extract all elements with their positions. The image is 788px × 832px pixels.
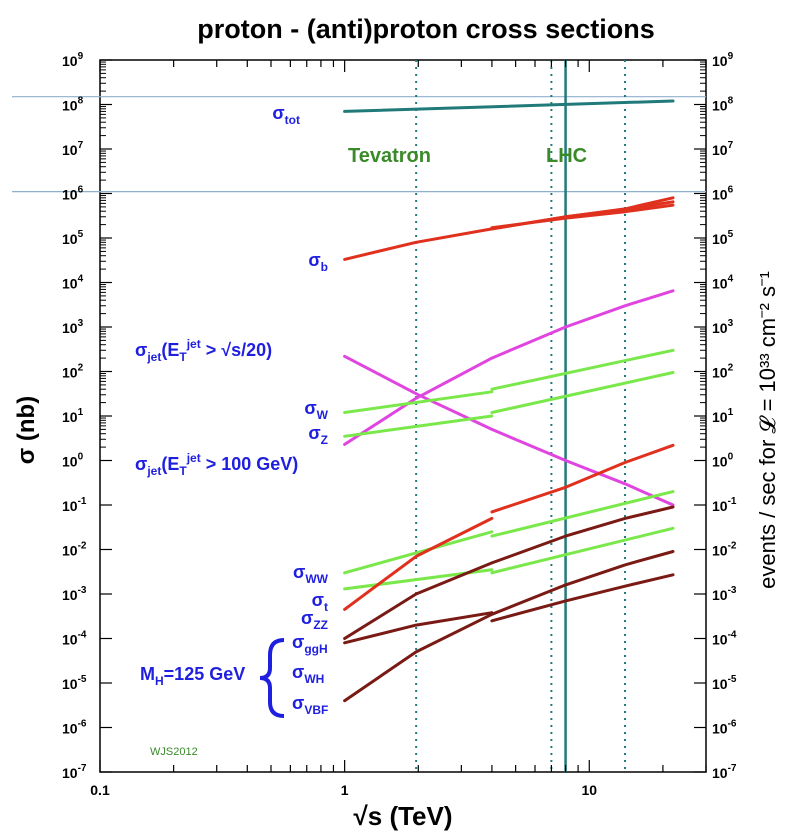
series-line-VBF-13-0 — [343, 550, 675, 703]
series-label-jet-5: σjet(ETjet > 100 GeV) — [135, 451, 298, 478]
series-line-ggH-11-0 — [343, 505, 675, 640]
series-line-extra-3-0 — [490, 200, 675, 231]
series-line-W-6-1 — [490, 348, 675, 391]
y-tick-label: 10-4 — [62, 630, 87, 648]
series-label-VBF: σVBF — [292, 693, 328, 717]
x-axis-label: √s (TeV) — [353, 801, 452, 831]
y-tick-label: 106 — [62, 185, 84, 203]
y-tick-label: 102 — [62, 363, 84, 381]
y-tick-label-right: 10-3 — [712, 585, 737, 603]
y-tick-label-right: 10-6 — [712, 719, 737, 737]
x-tick-label: 10 — [581, 782, 597, 798]
y-tick-label: 107 — [62, 140, 84, 158]
series-line-WH-12-0 — [343, 611, 494, 645]
y-tick-label-right: 108 — [712, 96, 734, 114]
series-line-jet-4-0 — [343, 354, 675, 507]
y-tick-label-right: 10-1 — [712, 496, 737, 514]
series-line-ZZ-9-1 — [490, 526, 675, 575]
series-label-WH: σWH — [292, 662, 324, 686]
y-tick-label: 10-7 — [62, 763, 87, 781]
y-tick-label-right: 10-7 — [712, 763, 737, 781]
y-tick-label: 104 — [62, 274, 84, 292]
y-tick-label: 10-5 — [62, 674, 87, 692]
series-label-b: σb — [308, 250, 328, 274]
series-line-b-1-0 — [343, 196, 675, 261]
y-tick-label: 10-1 — [62, 496, 87, 514]
y-tick-label: 10-2 — [62, 541, 87, 559]
y-tick-label-right: 101 — [712, 407, 734, 425]
series-label-t: σt — [312, 590, 328, 614]
series-label-tot: σtot — [272, 103, 300, 127]
collider-label-tevatron: Tevatron — [348, 145, 431, 167]
credit-label: WJS2012 — [150, 746, 198, 758]
y-tick-label-right: 109 — [712, 51, 734, 69]
series-line-jet-5-0 — [343, 289, 675, 446]
axis-ticks: 0.1 1 10 109 109 108 108 107 107 106 106 105 105 104 1… — [62, 51, 737, 798]
y-tick-label: 109 — [62, 51, 84, 69]
y-tick-label: 101 — [62, 407, 84, 425]
reference-lines — [12, 96, 706, 193]
series-label-ZZ: σZZ — [301, 608, 328, 632]
series-label-ggH: σggH — [292, 632, 328, 656]
y-tick-label-right: 107 — [712, 140, 734, 158]
higgs-brace — [259, 638, 285, 718]
series-line-WH-12-1 — [490, 573, 675, 623]
series-label-Z: σZ — [308, 423, 328, 447]
y-tick-label-right: 100 — [712, 452, 734, 470]
series-group — [343, 99, 675, 703]
y-axis-label-right: events / sec for 𝓛 = 10³³ cm⁻² s⁻¹ — [755, 271, 780, 589]
y-tick-label-right: 105 — [712, 229, 734, 247]
y-tick-label-right: 102 — [712, 363, 734, 381]
y-tick-label: 10-6 — [62, 719, 87, 737]
mh-label: MH=125 GeV — [140, 664, 245, 688]
y-tick-label-right: 106 — [712, 185, 734, 203]
series-label-jet-4: σjet(ETjet > √s/20) — [135, 337, 272, 364]
y-tick-label: 108 — [62, 96, 84, 114]
y-tick-label: 100 — [62, 452, 84, 470]
y-tick-label-right: 104 — [712, 274, 734, 292]
energy-marker-lines: Tevatron LHC — [348, 60, 627, 772]
collider-label-lhc: LHC — [546, 145, 587, 167]
y-tick-label-right: 10-2 — [712, 541, 737, 559]
series-line-W-6-0 — [343, 390, 494, 414]
x-tick-label: 1 — [341, 782, 349, 798]
series-line-WW-8-0 — [343, 530, 494, 575]
series-label-WW: σWW — [293, 562, 329, 586]
series-line-t-10-0 — [343, 516, 494, 611]
series-label-W: σW — [304, 398, 328, 422]
series-line-WW-8-1 — [490, 490, 675, 538]
y-tick-label: 10-3 — [62, 585, 87, 603]
series-line-Z-7-0 — [343, 414, 494, 438]
series-line-Z-7-1 — [490, 371, 675, 414]
y-tick-label: 103 — [62, 318, 84, 336]
y-tick-label-right: 10-5 — [712, 674, 737, 692]
y-tick-label-right: 10-4 — [712, 630, 737, 648]
y-tick-label-right: 103 — [712, 318, 734, 336]
series-line-t-10-1 — [490, 443, 675, 514]
x-tick-label: 0.1 — [90, 782, 110, 798]
series-labels: σtot σb σjet(ETjet > √s/20) σjet(ETjet > 10… — [135, 103, 329, 718]
y-axis-label: σ (nb) — [13, 396, 40, 464]
y-tick-label: 105 — [62, 229, 84, 247]
chart-title: proton - (anti)proton cross sections — [197, 14, 655, 44]
series-line-tot-0-0 — [343, 99, 675, 113]
